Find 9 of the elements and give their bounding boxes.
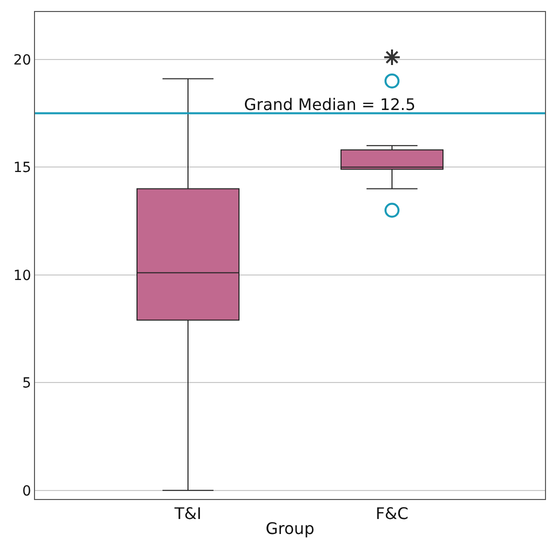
y-tick-label: 10 xyxy=(13,268,32,284)
x-tick-label: T&I xyxy=(174,504,202,524)
x-axis-title: Group xyxy=(266,518,314,538)
annotation: Grand Median = 12.5 xyxy=(244,95,416,114)
y-tick-label: 0 xyxy=(22,483,32,500)
y-tick-label: 15 xyxy=(13,160,32,176)
y-tick-label: 5 xyxy=(22,376,32,392)
y-tick-label: 20 xyxy=(13,52,32,68)
x-tick-label: F&C xyxy=(376,504,408,524)
